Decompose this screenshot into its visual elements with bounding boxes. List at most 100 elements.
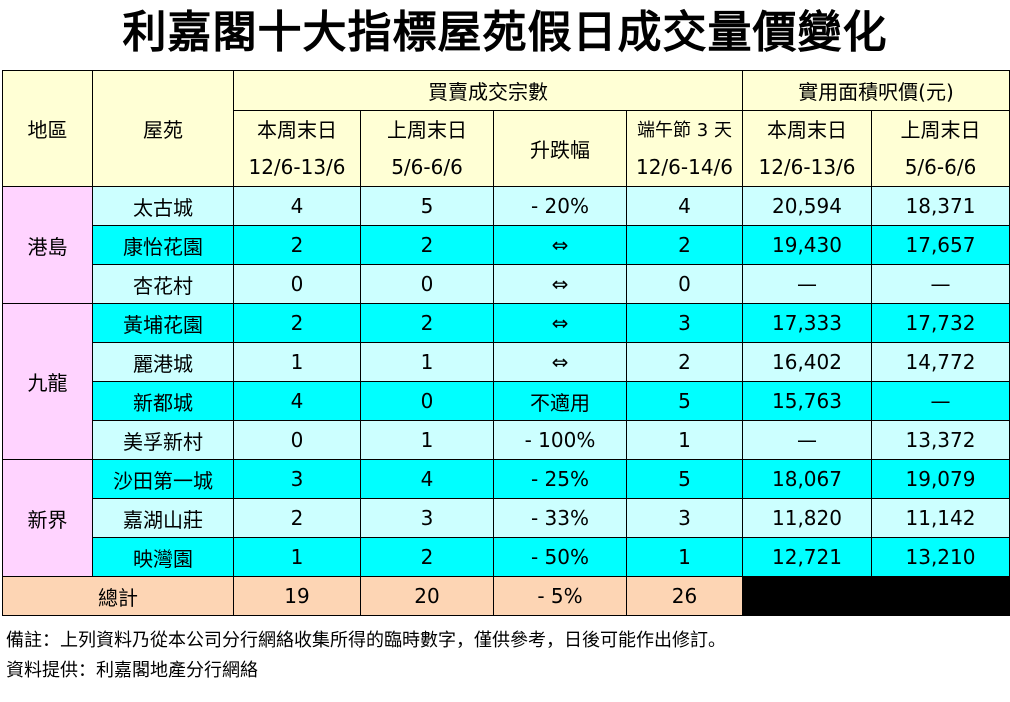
estate-cell: 嘉湖山莊 (92, 498, 234, 538)
this-weekend-cell: 1 (233, 342, 361, 382)
last-weekend-cell: 5 (360, 186, 494, 226)
this-weekend-cell: 1 (233, 537, 361, 577)
header-price-this-weekend-label: 本周末日 (767, 117, 847, 142)
estate-cell: 杏花村 (92, 264, 234, 304)
this-weekend-cell: 0 (233, 420, 361, 460)
holiday-cell: 1 (626, 537, 743, 577)
header-this-weekend-label: 本周末日 (257, 117, 337, 142)
holiday-cell: 2 (626, 342, 743, 382)
this-weekend-cell: 2 (233, 303, 361, 343)
price-this-cell: 12,721 (742, 537, 872, 577)
this-weekend-cell: 2 (233, 498, 361, 538)
holiday-cell: 3 (626, 303, 743, 343)
last-weekend-cell: 0 (360, 264, 494, 304)
price-last-cell: 17,732 (871, 303, 1010, 343)
total-holiday: 26 (626, 576, 743, 616)
price-last-cell: 13,372 (871, 420, 1010, 460)
total-blank-cell (742, 576, 1010, 616)
price-this-cell: 20,594 (742, 186, 872, 226)
table-row: 新都城 4 0 不適用 5 15,763 — (3, 381, 1010, 421)
price-this-cell: 17,333 (742, 303, 872, 343)
header-price-group: 實用面積呎價(元) (742, 70, 1010, 111)
change-cell: - 20% (493, 186, 627, 226)
this-weekend-cell: 3 (233, 459, 361, 499)
last-weekend-cell: 4 (360, 459, 494, 499)
last-weekend-cell: 1 (360, 420, 494, 460)
header-dragon-boat: 端午節 3 天 12/6-14/6 (626, 110, 743, 187)
header-this-weekend-dates: 12/6-13/6 (248, 154, 346, 179)
last-weekend-cell: 2 (360, 537, 494, 577)
total-change: - 5% (493, 576, 627, 616)
price-last-cell: 19,079 (871, 459, 1010, 499)
data-table-wrapper: 地區 屋苑 買賣成交宗數 實用面積呎價(元) 本周末日 12/6-13/6 上周… (2, 70, 1010, 616)
holiday-cell: 5 (626, 459, 743, 499)
price-last-cell: 11,142 (871, 498, 1010, 538)
this-weekend-cell: 4 (233, 381, 361, 421)
region-cell: 港島 (2, 186, 93, 304)
change-cell: - 50% (493, 537, 627, 577)
header-estate: 屋苑 (92, 70, 234, 187)
estate-cell: 麗港城 (92, 342, 234, 382)
change-cell: - 25% (493, 459, 627, 499)
holiday-cell: 2 (626, 225, 743, 265)
header-price-last-weekend-label: 上周末日 (900, 117, 981, 142)
table-row: 麗港城 1 1 ⇔ 2 16,402 14,772 (3, 342, 1010, 382)
header-price-last-weekend-dates: 5/6-6/6 (904, 154, 977, 179)
price-this-cell: 16,402 (742, 342, 872, 382)
estate-cell: 美孚新村 (92, 420, 234, 460)
table-body: 港島 太古城 4 5 - 20% 4 20,594 18,371 康怡花園 2 … (2, 186, 1010, 616)
change-cell: ⇔ (493, 225, 627, 265)
header-dragon-boat-dates: 12/6-14/6 (635, 154, 734, 179)
this-weekend-cell: 4 (233, 186, 361, 226)
estate-cell: 映灣園 (92, 537, 234, 577)
price-last-cell: 13,210 (871, 537, 1010, 577)
header-transactions-group: 買賣成交宗數 (233, 70, 743, 111)
estate-cell: 新都城 (92, 381, 234, 421)
last-weekend-cell: 3 (360, 498, 494, 538)
last-weekend-cell: 0 (360, 381, 494, 421)
table-row: 映灣園 1 2 - 50% 1 12,721 13,210 (3, 537, 1010, 577)
transactions-table: 地區 屋苑 買賣成交宗數 實用面積呎價(元) 本周末日 12/6-13/6 上周… (2, 70, 1010, 616)
estate-cell: 黃埔花園 (92, 303, 234, 343)
change-cell: ⇔ (493, 342, 627, 382)
remark-text: 備註：上列資料乃從本公司分行網絡收集所得的臨時數字，僅供參考，日後可能作出修訂。 (6, 630, 726, 651)
source-text: 資料提供：利嘉閣地產分行網絡 (6, 660, 258, 681)
table-row: 九龍 黃埔花園 2 2 ⇔ 3 17,333 17,732 (2, 303, 1010, 460)
price-this-cell: — (742, 420, 872, 460)
region-cell: 九龍 (2, 303, 93, 460)
price-this-cell: 11,820 (742, 498, 872, 538)
holiday-cell: 0 (626, 264, 743, 304)
header-price-this-weekend: 本周末日 12/6-13/6 (742, 110, 872, 187)
table-row: 杏花村 0 0 ⇔ 0 — — (3, 264, 1010, 304)
table-row: 康怡花園 2 2 ⇔ 2 19,430 17,657 (3, 225, 1010, 265)
price-last-cell: — (871, 381, 1010, 421)
total-last-weekend: 20 (360, 576, 494, 616)
last-weekend-cell: 2 (360, 225, 494, 265)
table-row: 新界 沙田第一城 3 4 - 25% 5 18,067 19,079 (2, 459, 1010, 577)
header-price-last-weekend: 上周末日 5/6-6/6 (871, 110, 1010, 187)
region-cell: 新界 (2, 459, 93, 577)
this-weekend-cell: 0 (233, 264, 361, 304)
header-this-weekend: 本周末日 12/6-13/6 (233, 110, 361, 187)
header-last-weekend-label: 上周末日 (387, 117, 467, 142)
last-weekend-cell: 2 (360, 303, 494, 343)
header-region: 地區 (2, 70, 93, 187)
change-cell: - 33% (493, 498, 627, 538)
change-cell: ⇔ (493, 303, 627, 343)
this-weekend-cell: 2 (233, 225, 361, 265)
header-last-weekend: 上周末日 5/6-6/6 (360, 110, 494, 187)
price-this-cell: 18,067 (742, 459, 872, 499)
table-row: 嘉湖山莊 2 3 - 33% 3 11,820 11,142 (3, 498, 1010, 538)
total-label: 總計 (2, 576, 234, 616)
holiday-cell: 3 (626, 498, 743, 538)
table-row: 美孚新村 0 1 - 100% 1 — 13,372 (3, 420, 1010, 460)
holiday-cell: 5 (626, 381, 743, 421)
price-this-cell: — (742, 264, 872, 304)
notes: 備註：上列資料乃從本公司分行網絡收集所得的臨時數字，僅供參考，日後可能作出修訂。… (6, 626, 726, 686)
holiday-cell: 1 (626, 420, 743, 460)
change-cell: - 100% (493, 420, 627, 460)
header-price-this-weekend-dates: 12/6-13/6 (758, 154, 856, 179)
change-cell: 不適用 (493, 381, 627, 421)
estate-cell: 康怡花園 (92, 225, 234, 265)
price-last-cell: — (871, 264, 1010, 304)
